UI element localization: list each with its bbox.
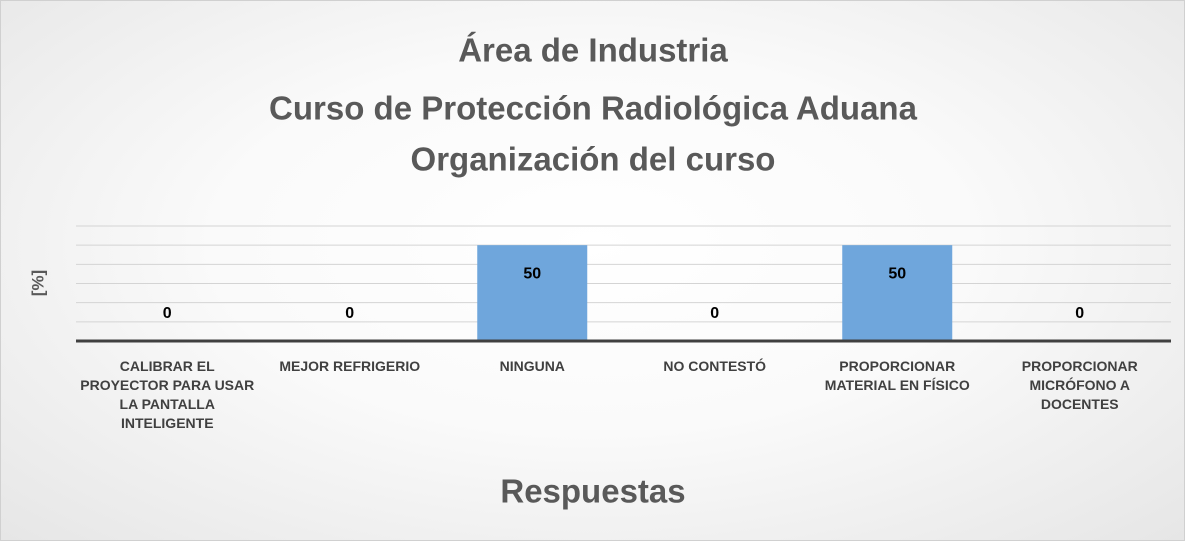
data-label: 50 <box>888 265 906 282</box>
x-tick-label: MEJOR REFRIGERIO <box>279 358 421 374</box>
data-label: 0 <box>1075 305 1084 322</box>
data-label: 0 <box>163 305 172 322</box>
chart-title: Organización del curso <box>411 141 776 178</box>
x-tick-label: PROPORCIONAR MICRÓFONO A DOCENTES <box>1021 358 1138 412</box>
data-label: 0 <box>710 305 719 322</box>
y-axis-title: [%] <box>28 270 47 296</box>
x-axis-title: Respuestas <box>500 473 685 510</box>
data-label: 0 <box>345 305 354 322</box>
x-tick-label: CALIBRAR EL PROYECTOR PARA USAR LA PANTA… <box>80 358 255 431</box>
x-tick-label: NINGUNA <box>499 358 565 374</box>
chart-title: Curso de Protección Radiológica Aduana <box>269 90 918 127</box>
bar <box>842 245 953 341</box>
data-label: 50 <box>523 265 541 282</box>
bar <box>477 245 588 341</box>
chart-title: Área de Industria <box>458 32 728 69</box>
x-tick-label: PROPORCIONAR MATERIAL EN FÍSICO <box>824 358 970 393</box>
x-tick-label: NO CONTESTÓ <box>663 358 767 374</box>
